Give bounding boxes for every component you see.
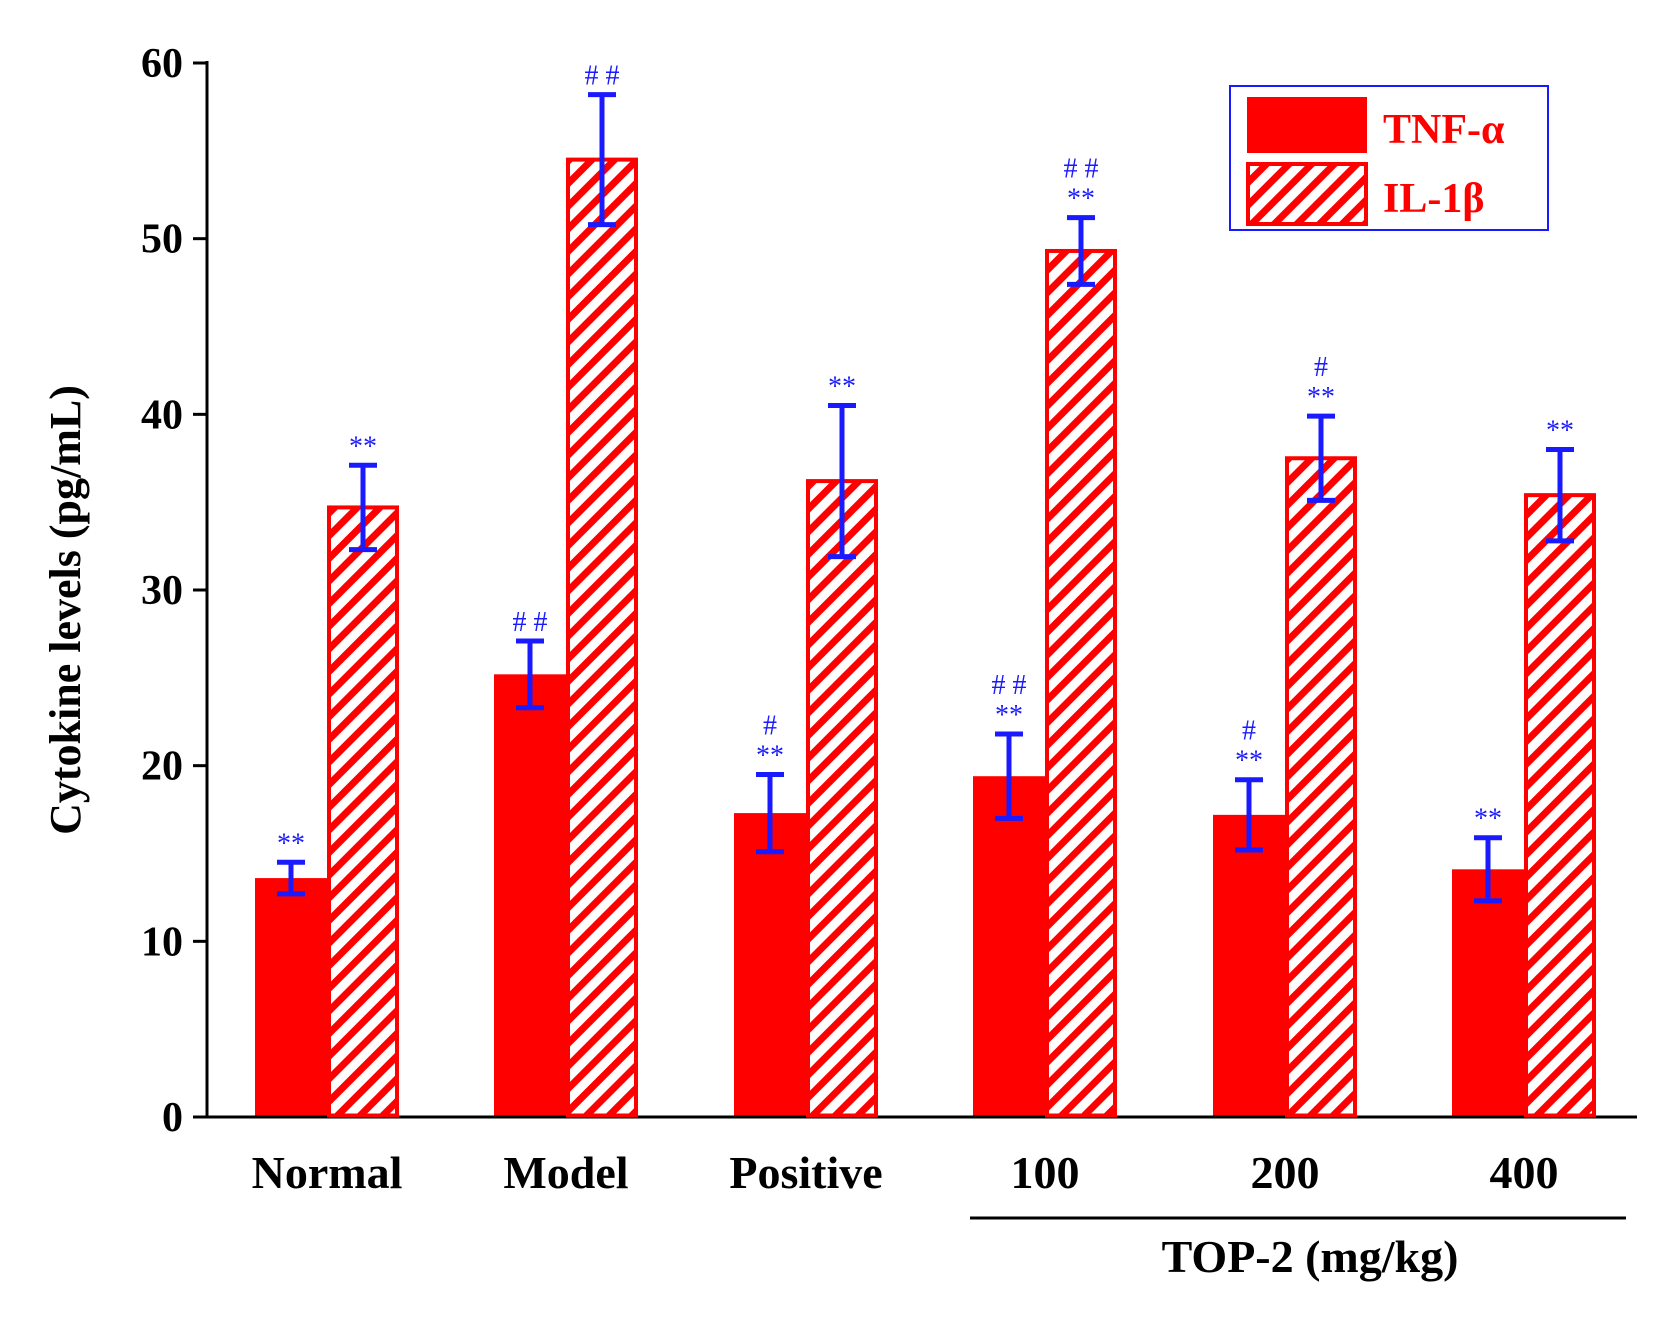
significance-label: # # [992,670,1027,701]
y-tick-label: 0 [162,1095,183,1141]
bar-tnf [494,674,566,1116]
legend-label-tnf: TNF-α [1383,107,1505,153]
category-label: 400 [1490,1147,1559,1198]
category-label: Normal [252,1147,403,1198]
significance-label: # [1242,716,1256,747]
bar-tnf [973,776,1045,1116]
bar-tnf [734,813,806,1116]
bar-il1b [1524,493,1596,1118]
bar-il1b [1045,248,1117,1118]
category-label: Positive [729,1147,882,1198]
legend-label-il1b: IL-1β [1383,176,1484,222]
significance-label: ** [1235,746,1263,777]
group-title: TOP-2 (mg/kg) [1162,1231,1459,1282]
significance-label: # # [1064,154,1099,185]
legend-swatch-tnf [1247,97,1367,153]
y-axis-title: Cytokine levels (pg/mL) [41,385,90,835]
significance-label: ** [1474,804,1502,835]
significance-label: # # [585,61,620,92]
significance-label: ** [756,740,784,771]
category-label: 200 [1251,1147,1320,1198]
significance-label: ** [349,431,377,462]
category-label: Model [503,1147,628,1198]
significance-label: ** [1307,382,1335,413]
y-tick-label: 60 [141,41,183,87]
y-tick-label: 30 [141,568,183,614]
significance-label: ** [277,828,305,859]
bar-tnf [1452,869,1524,1116]
legend: TNF-α IL-1β [1229,85,1549,231]
bar-il1b [1285,456,1357,1118]
significance-label: ** [1546,415,1574,446]
y-tick-label: 50 [141,217,183,263]
significance-label: # # [513,607,548,638]
significance-label: # [1314,352,1328,383]
legend-swatch-il1b [1246,162,1368,226]
category-label: 100 [1011,1147,1080,1198]
significance-label: # [763,710,777,741]
bar-tnf [255,878,327,1116]
bar-il1b [327,505,399,1118]
significance-label: ** [1067,184,1095,215]
y-tick-label: 40 [141,392,183,438]
y-tick-label: 20 [141,744,183,790]
bar-il1b [806,479,878,1118]
bar-il1b [566,157,638,1118]
significance-label: ** [828,372,856,403]
y-tick-label: 10 [141,919,183,965]
significance-label: ** [995,700,1023,731]
bar-tnf [1213,814,1285,1116]
